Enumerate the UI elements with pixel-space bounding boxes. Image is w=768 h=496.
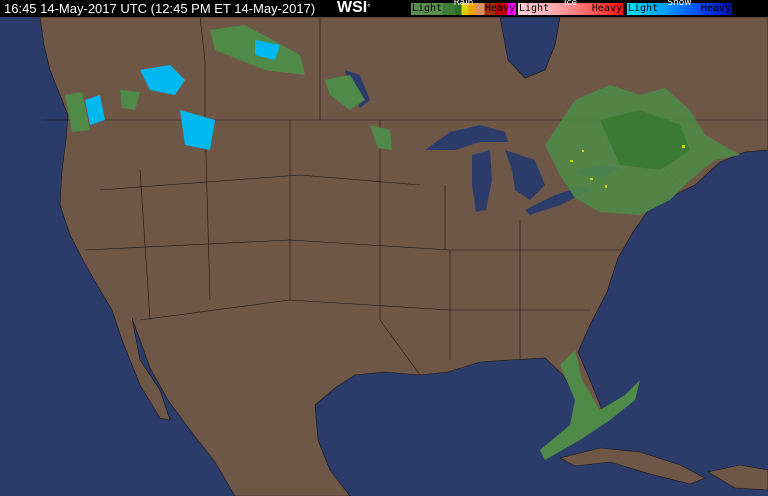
logo-mark: °: [367, 3, 371, 12]
legend-snow-title: Snow: [667, 0, 692, 8]
legend-snow-light: Light: [628, 3, 659, 14]
radar-pnw-rain: [65, 90, 140, 132]
legend-ice-light: Light: [519, 3, 550, 14]
radar-northeast-core: [600, 110, 690, 170]
radar-echoes: [65, 25, 740, 460]
radar-dakota: [370, 125, 392, 150]
legend-rain-title: Rain: [453, 0, 474, 8]
legend-rain: Rain Light Heavy: [411, 0, 516, 15]
radar-florida: [540, 350, 640, 460]
header-bar: 16:45 14-May-2017 UTC (12:45 PM ET 14-Ma…: [0, 0, 768, 17]
lake-michigan: [472, 150, 492, 212]
legend-ice-title: Ice: [563, 0, 578, 8]
wsi-logo: WSI°: [337, 0, 370, 17]
lake-huron: [505, 150, 545, 200]
legend-ice: Ice Light Heavy: [518, 0, 623, 15]
radar-manitoba: [325, 75, 365, 110]
radar-pnw-snow: [85, 40, 280, 150]
legend-snow-heavy: Heavy: [700, 3, 731, 14]
radar-yellow-cells: [570, 145, 685, 188]
legend-ice-heavy: Heavy: [591, 3, 622, 14]
state-borders: [44, 17, 768, 376]
legend-rain-heavy: Heavy: [484, 3, 515, 14]
map-canvas: [0, 17, 768, 496]
hudson-bay: [499, 17, 561, 79]
hispaniola: [707, 464, 768, 491]
lake-superior: [425, 125, 508, 150]
timestamp: 16:45 14-May-2017 UTC (12:45 PM ET 14-Ma…: [4, 1, 316, 16]
logo-text: WSI: [337, 0, 368, 16]
legend-rain-light: Light: [412, 3, 443, 14]
legend-snow: Snow Light Heavy: [627, 0, 732, 15]
cuba: [559, 447, 706, 485]
